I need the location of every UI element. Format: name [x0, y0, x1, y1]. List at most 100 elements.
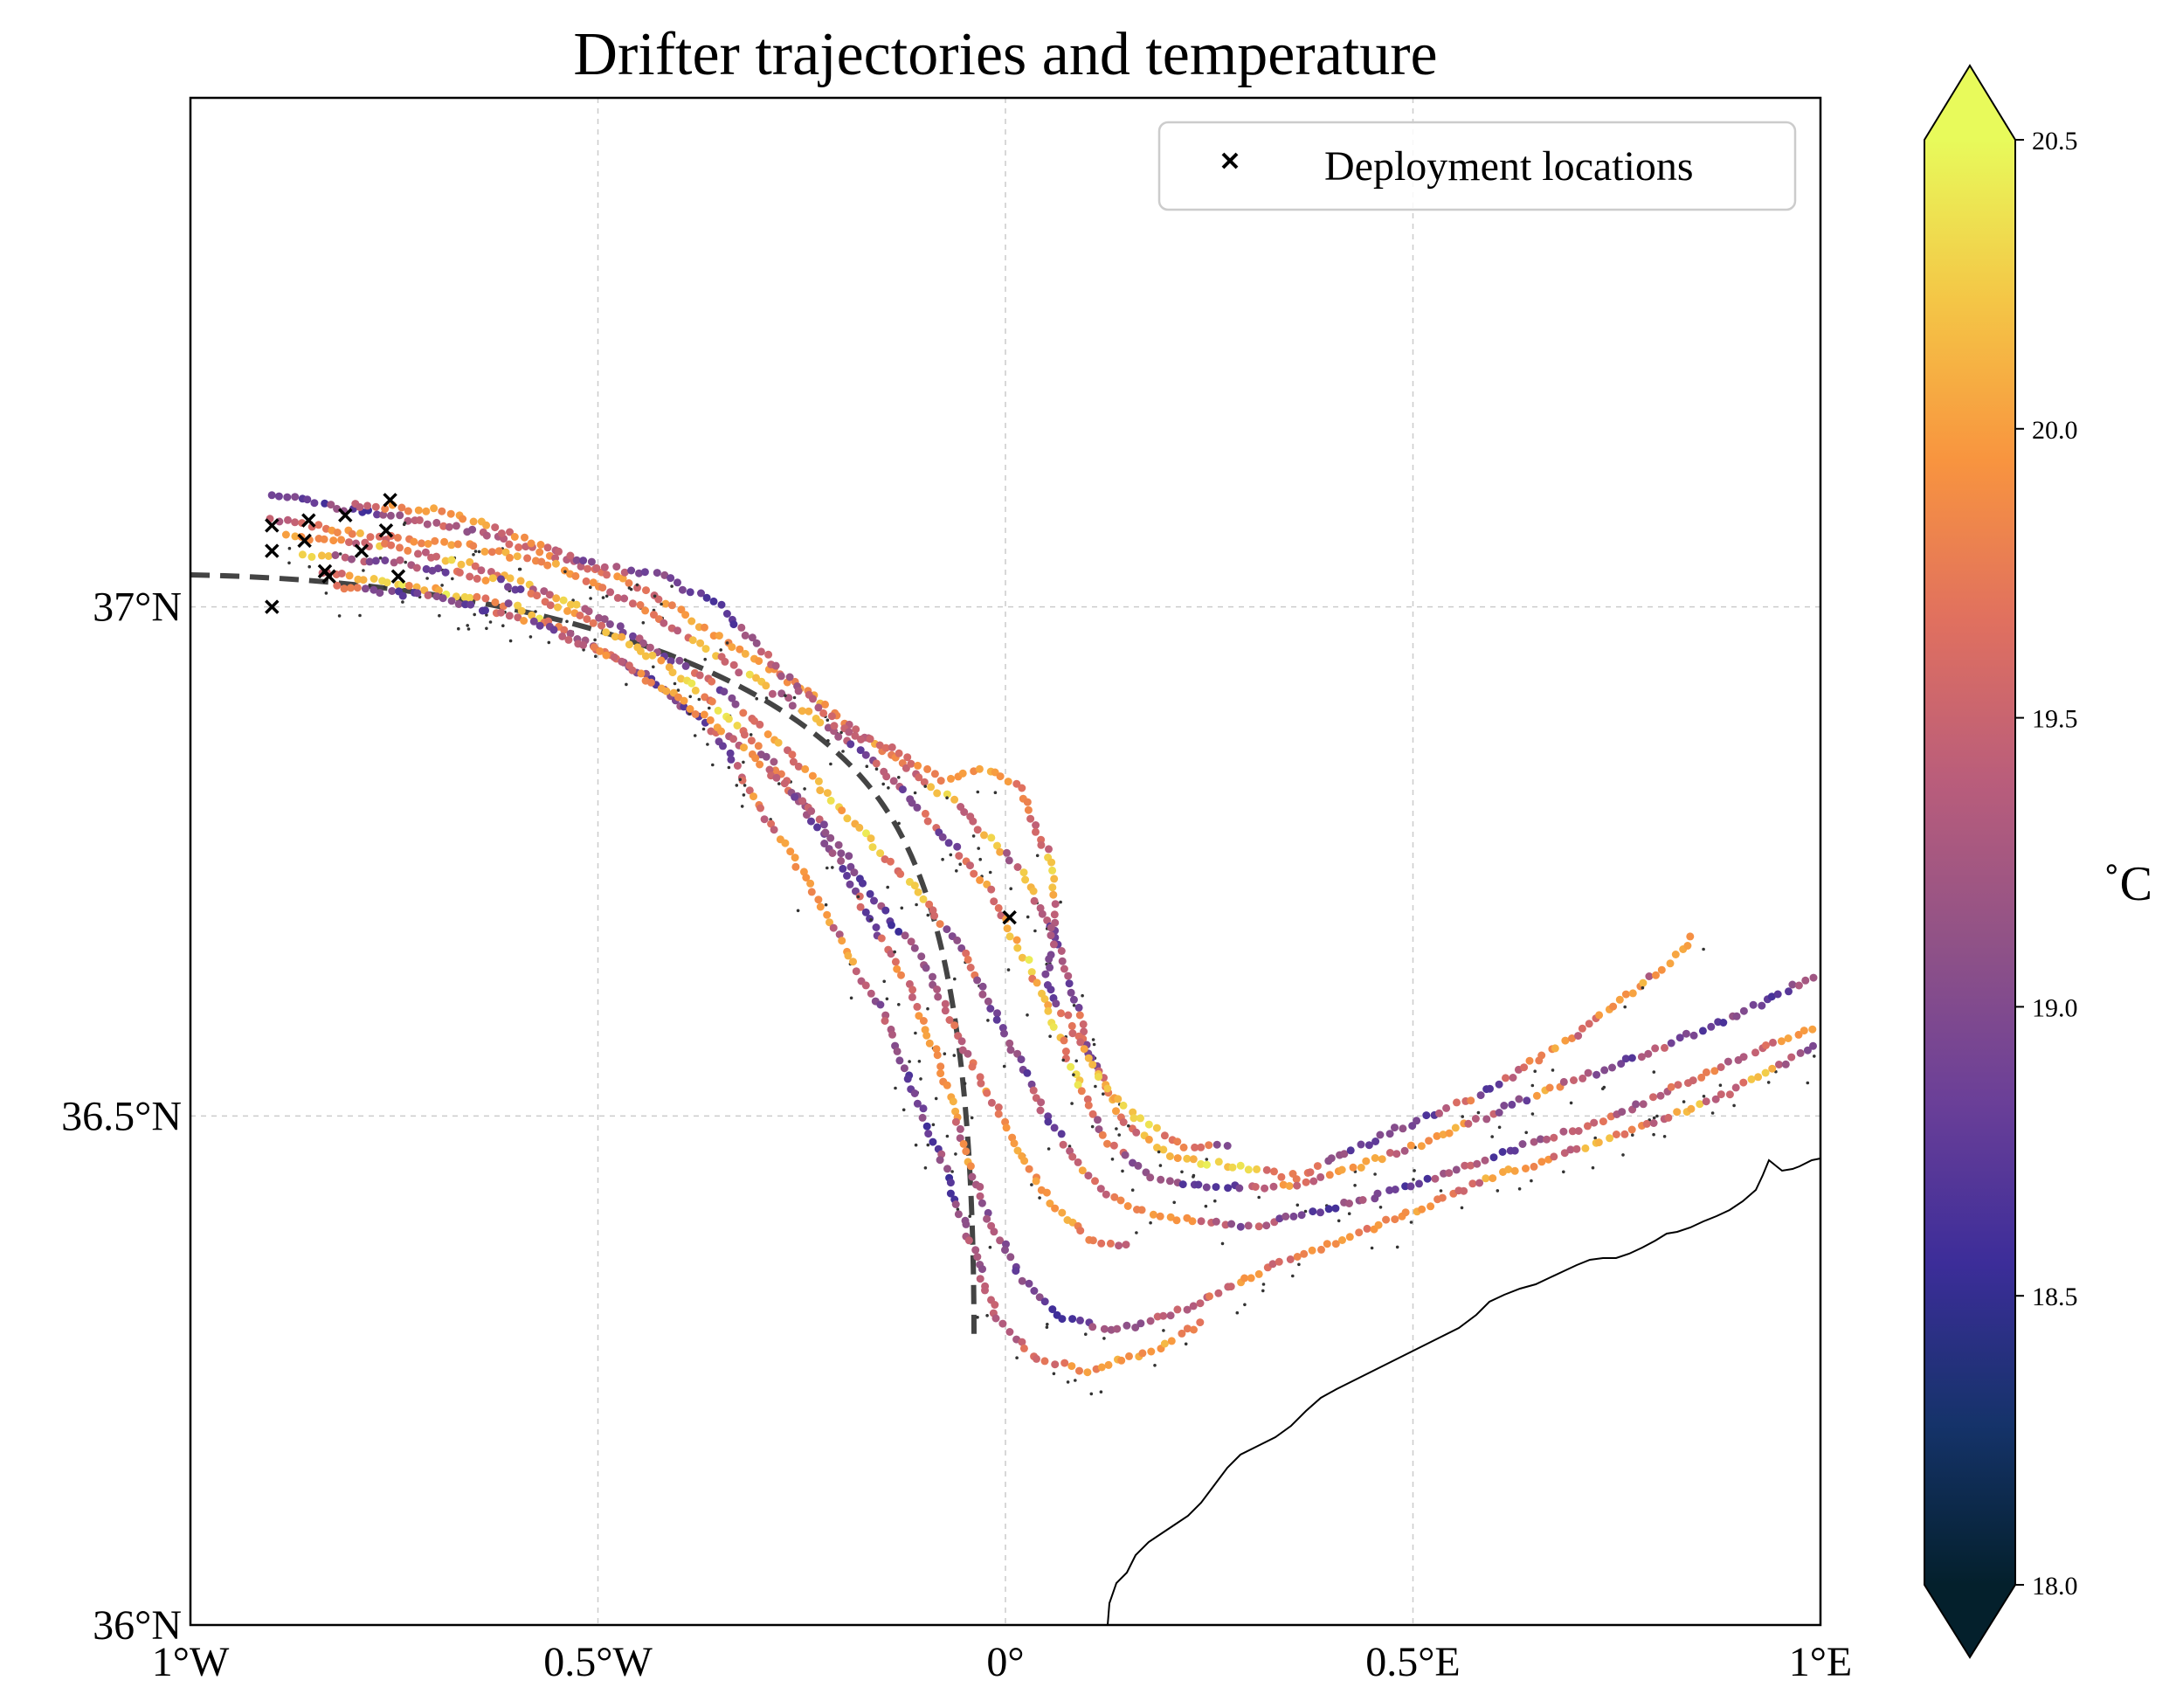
- position-fix-point: [337, 614, 342, 618]
- trajectory-point: [771, 661, 780, 670]
- trajectory-point: [1069, 995, 1078, 1004]
- trajectory-point: [791, 792, 799, 801]
- position-fix-point: [1652, 1116, 1656, 1120]
- trajectory-point: [856, 902, 865, 911]
- trajectory-point: [660, 570, 669, 579]
- trajectory-point: [745, 786, 754, 795]
- trajectory-point: [1254, 1222, 1263, 1231]
- trajectory-point: [1331, 1240, 1340, 1248]
- trajectory-point: [762, 681, 770, 690]
- trajectory-point: [881, 1017, 889, 1025]
- trajectory-point: [572, 556, 581, 564]
- trajectory-point: [992, 1015, 1001, 1024]
- trajectory-point: [772, 773, 781, 782]
- trajectory-point: [1074, 1003, 1083, 1012]
- trajectory-point: [1568, 1034, 1576, 1042]
- trajectory-point: [1357, 1164, 1365, 1172]
- trajectory-point: [559, 596, 568, 605]
- trajectory-point: [1044, 1006, 1053, 1015]
- trajectory-point: [881, 743, 890, 752]
- trajectory-point: [1550, 1152, 1558, 1161]
- deployment-marker: [383, 493, 397, 508]
- trajectory-point: [1212, 1140, 1221, 1149]
- position-fix-point: [945, 796, 949, 799]
- trajectory-point: [1194, 1180, 1203, 1189]
- trajectory-point: [1639, 1100, 1648, 1109]
- trajectory-point: [1606, 1134, 1614, 1143]
- position-fix-point: [518, 567, 522, 571]
- trajectory-point: [739, 709, 748, 717]
- trajectory-point: [1152, 1124, 1161, 1132]
- trajectory-point: [396, 543, 404, 552]
- trajectory-point: [1433, 1131, 1441, 1140]
- position-fix-point: [670, 584, 674, 588]
- position-fix-point: [593, 638, 597, 642]
- position-fix-point: [1395, 1245, 1399, 1249]
- trajectory-point: [440, 537, 449, 546]
- trajectory-point: [895, 749, 903, 757]
- trajectory-point: [455, 568, 464, 577]
- trajectory-point: [660, 619, 668, 627]
- trajectory-point: [1035, 1293, 1044, 1302]
- trajectory-point: [1537, 1051, 1546, 1060]
- position-fix-point: [594, 654, 598, 658]
- trajectory-point: [1362, 1157, 1371, 1165]
- trajectory-point: [333, 581, 342, 590]
- trajectory-point: [976, 875, 984, 884]
- trajectory-point: [386, 511, 395, 520]
- trajectory-point: [422, 564, 431, 573]
- trajectory-point: [667, 574, 675, 583]
- trajectory-point: [1788, 980, 1797, 989]
- trajectory-point: [1358, 1196, 1367, 1204]
- trajectory-point: [964, 1236, 973, 1245]
- position-fix-point: [1373, 1172, 1377, 1176]
- trajectory-point: [504, 599, 513, 608]
- trajectory-point: [1173, 1305, 1182, 1314]
- trajectory-point: [956, 1134, 964, 1143]
- trajectory-point: [1382, 1215, 1391, 1224]
- trajectory-point: [661, 599, 670, 608]
- trajectory-point: [667, 657, 675, 666]
- trajectory-point: [956, 1124, 964, 1133]
- trajectory-point: [727, 755, 736, 764]
- position-fix-point: [1084, 1332, 1088, 1336]
- trajectory-point: [1489, 1174, 1497, 1183]
- trajectory-point: [1048, 1305, 1057, 1314]
- trajectory-point: [1005, 1039, 1014, 1048]
- trajectory-point: [1165, 1152, 1174, 1160]
- trajectory-point: [1316, 1208, 1324, 1217]
- trajectory-point: [353, 584, 362, 592]
- trajectory-point: [390, 558, 398, 567]
- trajectory-point: [1809, 973, 1818, 982]
- position-fix-point: [923, 1166, 928, 1170]
- trajectory-point: [1796, 1048, 1805, 1057]
- position-fix-point: [941, 857, 944, 861]
- trajectory-point: [1040, 995, 1049, 1003]
- trajectory-point: [563, 606, 571, 615]
- trajectory-point: [786, 847, 795, 856]
- trajectory-point: [908, 992, 916, 1001]
- position-fix-point: [1631, 1133, 1634, 1137]
- trajectory-point: [922, 1031, 931, 1040]
- legend-marker: [1221, 152, 1239, 169]
- trajectory-point: [1027, 968, 1036, 977]
- trajectory-point: [872, 759, 881, 768]
- trajectory-point: [852, 725, 860, 734]
- position-fix-point: [727, 765, 731, 770]
- trajectory-point: [1013, 944, 1022, 952]
- trajectory-point: [572, 600, 581, 609]
- trajectory-point: [469, 542, 478, 550]
- trajectory-point: [925, 900, 934, 909]
- trajectory-point: [762, 752, 770, 761]
- trajectory-point: [618, 574, 627, 583]
- trajectory-point: [680, 696, 688, 705]
- trajectory-point: [936, 1069, 945, 1078]
- trajectory-point: [1568, 1127, 1577, 1136]
- trajectory-point: [1378, 1155, 1386, 1164]
- trajectory-point: [324, 552, 333, 560]
- trajectory-point: [1418, 1205, 1427, 1214]
- position-fix-point: [383, 585, 387, 589]
- trajectory-point: [821, 700, 829, 709]
- trajectory-point: [934, 992, 943, 1001]
- trajectory-point: [1683, 942, 1692, 950]
